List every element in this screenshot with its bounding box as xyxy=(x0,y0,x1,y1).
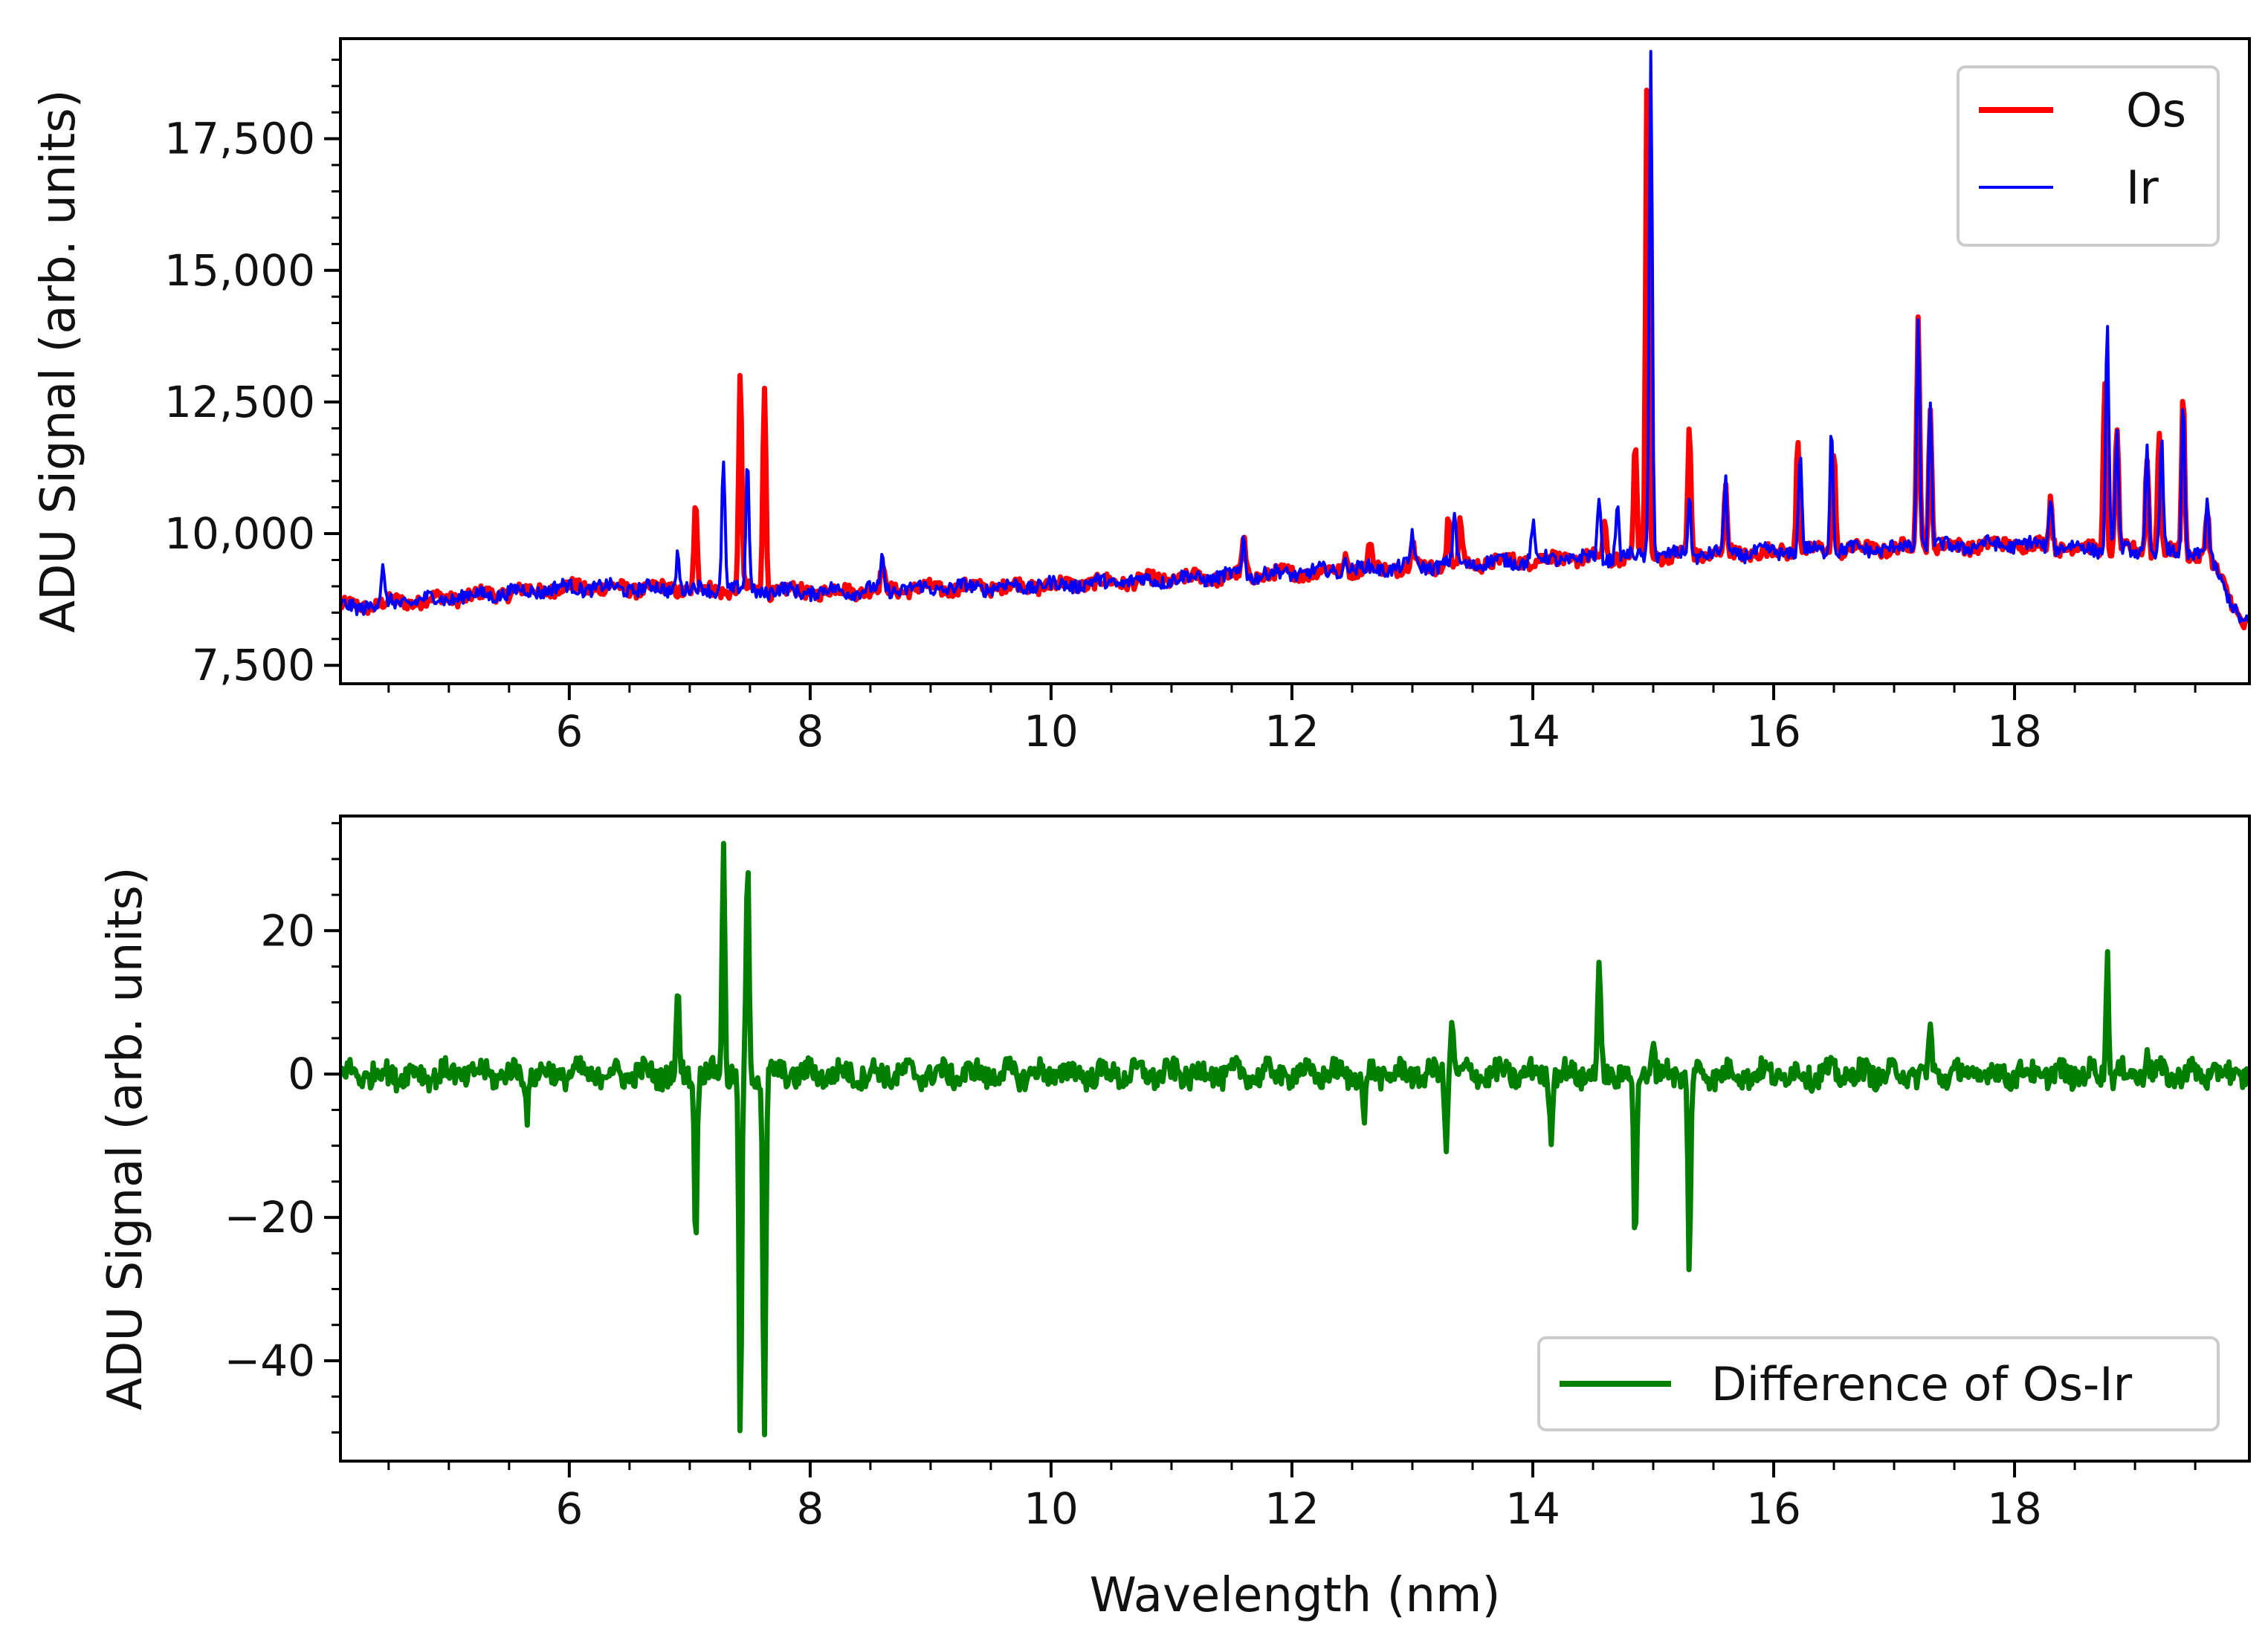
y-tick-label: 7,500 xyxy=(192,640,315,690)
x-tick-label: 8 xyxy=(796,706,824,757)
bottom-panel: 6 8 10 12 14 16 18 −40 −20 0 20 ADU Signal (arb. … xyxy=(98,815,2251,1623)
x-tick-label: 14 xyxy=(1505,1483,1560,1534)
top-x-axis-ticks: 6 8 10 12 14 16 18 xyxy=(387,684,2197,757)
legend-os-label: Os xyxy=(2126,83,2186,137)
y-tick-label: 0 xyxy=(288,1049,315,1099)
x-tick-label: 6 xyxy=(555,706,583,757)
top-series-group xyxy=(340,50,2249,631)
x-tick-label: 14 xyxy=(1505,706,1560,757)
y-tick-label: −20 xyxy=(224,1192,315,1243)
legend-diff-label: Difference of Os-Ir xyxy=(1711,1357,2133,1411)
top-y-axis-label: ADU Signal (arb. units) xyxy=(31,89,86,632)
y-tick-label: 12,500 xyxy=(164,377,315,427)
x-axis-label: Wavelength (nm) xyxy=(1090,1568,1501,1623)
series-line-ir xyxy=(340,50,2249,624)
x-tick-label: 6 xyxy=(555,1483,583,1534)
x-tick-label: 12 xyxy=(1264,1483,1319,1534)
x-tick-label: 12 xyxy=(1264,706,1319,757)
x-tick-label: 10 xyxy=(1024,706,1079,757)
bottom-plot-frame xyxy=(339,815,2251,1463)
top-legend: Os Ir xyxy=(1957,65,2220,247)
bottom-y-axis-ticks: −40 −20 0 20 xyxy=(224,822,340,1434)
series-line-difference-of-os-ir xyxy=(340,841,2249,1437)
bottom-legend: Difference of Os-Ir xyxy=(1537,1336,2220,1431)
y-tick-label: 20 xyxy=(260,905,315,956)
x-tick-label: 8 xyxy=(796,1483,824,1534)
x-tick-label: 16 xyxy=(1746,1483,1801,1534)
bottom-y-axis-label: ADU Signal (arb. units) xyxy=(98,867,153,1410)
bottom-series-group xyxy=(340,841,2249,1437)
top-plot-frame xyxy=(339,37,2251,685)
x-tick-label: 16 xyxy=(1746,706,1801,757)
y-tick-label: −40 xyxy=(224,1335,315,1386)
y-tick-label: 17,500 xyxy=(164,114,315,164)
x-tick-label: 18 xyxy=(1987,1483,2042,1534)
bottom-x-axis-ticks: 6 8 10 12 14 16 18 xyxy=(387,1461,2197,1534)
top-y-axis-ticks: 7,500 10,000 12,500 15,000 17,500 xyxy=(164,58,340,690)
x-tick-label: 10 xyxy=(1024,1483,1079,1534)
x-tick-label: 18 xyxy=(1987,706,2042,757)
y-tick-label: 15,000 xyxy=(164,245,315,296)
bottom-legend-box xyxy=(1537,1336,2220,1431)
legend-ir-label: Ir xyxy=(2126,161,2159,215)
top-panel: 6 8 10 12 14 16 18 7,500 10,000 12,500 15,000 17,5… xyxy=(31,37,2251,757)
y-tick-label: 10,000 xyxy=(164,508,315,559)
